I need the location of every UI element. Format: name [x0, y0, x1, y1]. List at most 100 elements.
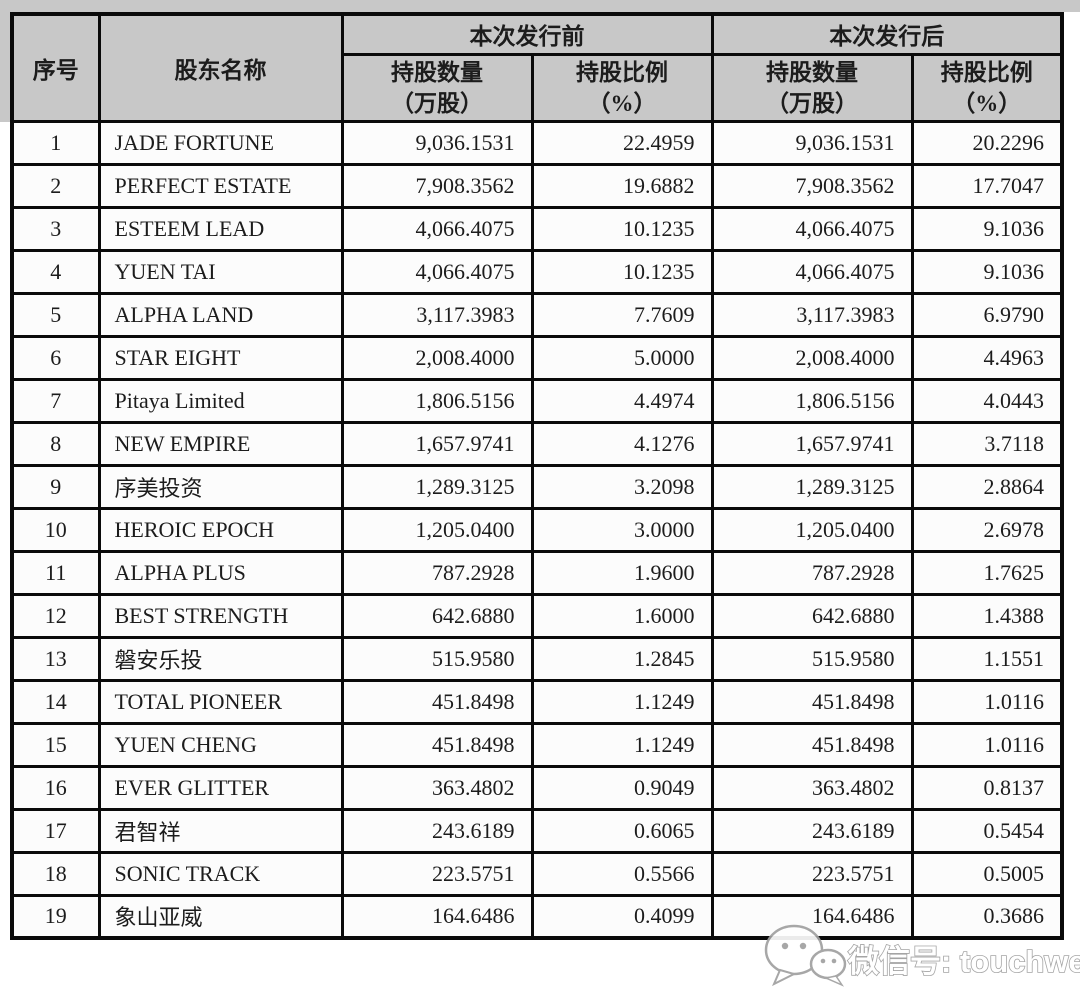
after-shares-cell: 451.8498 — [710, 678, 914, 725]
before-shares-cell: 451.8498 — [340, 721, 534, 768]
shareholder-name-cell: YUEN CHENG — [97, 721, 344, 768]
before-ratio-cell: 3.0000 — [530, 506, 714, 553]
row-index-cell: 18 — [10, 850, 101, 897]
header-index: 序号 — [10, 12, 101, 123]
after-shares-cell: 515.9580 — [710, 635, 914, 682]
header-after-ratio: 持股比例 （%） — [910, 52, 1064, 123]
before-ratio-cell: 19.6882 — [530, 162, 714, 209]
before-shares-cell: 4,066.4075 — [340, 248, 534, 295]
after-ratio-cell: 17.7047 — [910, 162, 1064, 209]
row-index-cell: 15 — [10, 721, 101, 768]
row-index-cell: 13 — [10, 635, 101, 682]
before-shares-cell: 4,066.4075 — [340, 205, 534, 252]
table-row: 5 ALPHA LAND 3,117.3983 7.7609 3,117.398… — [10, 291, 1064, 338]
table-row: 6 STAR EIGHT 2,008.4000 5.0000 2,008.400… — [10, 334, 1064, 381]
before-shares-cell: 642.6880 — [340, 592, 534, 639]
row-index-cell: 17 — [10, 807, 101, 854]
before-ratio-cell: 7.7609 — [530, 291, 714, 338]
row-index-cell: 16 — [10, 764, 101, 811]
before-shares-cell: 164.6486 — [340, 893, 534, 940]
row-index-cell: 7 — [10, 377, 101, 424]
before-shares-cell: 1,289.3125 — [340, 463, 534, 510]
header-after-ratio-line2: （%） — [952, 90, 1022, 116]
after-ratio-cell: 1.4388 — [910, 592, 1064, 639]
table-row: 17 君智祥 243.6189 0.6065 243.6189 0.5454 — [10, 807, 1064, 854]
before-shares-cell: 3,117.3983 — [340, 291, 534, 338]
after-ratio-cell: 2.6978 — [910, 506, 1064, 553]
after-shares-cell: 7,908.3562 — [710, 162, 914, 209]
before-ratio-cell: 1.6000 — [530, 592, 714, 639]
after-shares-cell: 164.6486 — [710, 893, 914, 940]
before-shares-cell: 451.8498 — [340, 678, 534, 725]
table-row: 7 Pitaya Limited 1,806.5156 4.4974 1,806… — [10, 377, 1064, 424]
top-margin-strip — [0, 0, 1080, 12]
table-body: 1 JADE FORTUNE 9,036.1531 22.4959 9,036.… — [10, 119, 1064, 940]
before-ratio-cell: 5.0000 — [530, 334, 714, 381]
header-before-ratio: 持股比例 （%） — [530, 52, 714, 123]
header-group-after: 本次发行后 — [710, 12, 1064, 56]
header-after-shares-line1: 持股数量 — [766, 59, 858, 85]
after-ratio-cell: 2.8864 — [910, 463, 1064, 510]
shareholder-name-cell: ALPHA LAND — [97, 291, 344, 338]
after-ratio-cell: 1.1551 — [910, 635, 1064, 682]
table-row: 18 SONIC TRACK 223.5751 0.5566 223.5751 … — [10, 850, 1064, 897]
shareholder-name-cell: 象山亚威 — [97, 893, 344, 940]
table-header: 序号 股东名称 本次发行前 本次发行后 持股数量 （万股） 持股比例 （%） 持… — [10, 12, 1064, 123]
after-shares-cell: 243.6189 — [710, 807, 914, 854]
shareholder-name-cell: TOTAL PIONEER — [97, 678, 344, 725]
shareholder-name-cell: HEROIC EPOCH — [97, 506, 344, 553]
row-index-cell: 11 — [10, 549, 101, 596]
after-ratio-cell: 9.1036 — [910, 205, 1064, 252]
after-shares-cell: 1,657.9741 — [710, 420, 914, 467]
table-row: 13 磐安乐投 515.9580 1.2845 515.9580 1.1551 — [10, 635, 1064, 682]
shareholders-table: 序号 股东名称 本次发行前 本次发行后 持股数量 （万股） 持股比例 （%） 持… — [10, 12, 1064, 940]
before-shares-cell: 787.2928 — [340, 549, 534, 596]
after-shares-cell: 4,066.4075 — [710, 248, 914, 295]
row-index-cell: 8 — [10, 420, 101, 467]
before-shares-cell: 363.4802 — [340, 764, 534, 811]
header-after-shares-line2: （万股） — [766, 90, 858, 116]
shareholder-name-cell: STAR EIGHT — [97, 334, 344, 381]
shareholder-name-cell: 磐安乐投 — [97, 635, 344, 682]
after-ratio-cell: 0.5454 — [910, 807, 1064, 854]
before-shares-cell: 9,036.1531 — [340, 119, 534, 166]
after-shares-cell: 642.6880 — [710, 592, 914, 639]
after-ratio-cell: 4.0443 — [910, 377, 1064, 424]
before-shares-cell: 2,008.4000 — [340, 334, 534, 381]
shareholder-name-cell: JADE FORTUNE — [97, 119, 344, 166]
table-row: 15 YUEN CHENG 451.8498 1.1249 451.8498 1… — [10, 721, 1064, 768]
shareholder-name-cell: YUEN TAI — [97, 248, 344, 295]
row-index-cell: 2 — [10, 162, 101, 209]
row-index-cell: 1 — [10, 119, 101, 166]
table-row: 4 YUEN TAI 4,066.4075 10.1235 4,066.4075… — [10, 248, 1064, 295]
after-shares-cell: 1,205.0400 — [710, 506, 914, 553]
table-row: 8 NEW EMPIRE 1,657.9741 4.1276 1,657.974… — [10, 420, 1064, 467]
before-ratio-cell: 1.1249 — [530, 678, 714, 725]
after-ratio-cell: 4.4963 — [910, 334, 1064, 381]
table-row: 1 JADE FORTUNE 9,036.1531 22.4959 9,036.… — [10, 119, 1064, 166]
row-index-cell: 12 — [10, 592, 101, 639]
table-row: 12 BEST STRENGTH 642.6880 1.6000 642.688… — [10, 592, 1064, 639]
shareholder-name-cell: BEST STRENGTH — [97, 592, 344, 639]
before-shares-cell: 1,806.5156 — [340, 377, 534, 424]
header-before-shares: 持股数量 （万股） — [340, 52, 534, 123]
row-index-cell: 19 — [10, 893, 101, 940]
after-ratio-cell: 0.8137 — [910, 764, 1064, 811]
header-before-ratio-line2: （%） — [587, 90, 657, 116]
after-ratio-cell: 1.0116 — [910, 678, 1064, 725]
shareholder-name-cell: ESTEEM LEAD — [97, 205, 344, 252]
shareholder-name-cell: ALPHA PLUS — [97, 549, 344, 596]
after-ratio-cell: 20.2296 — [910, 119, 1064, 166]
header-after-ratio-line1: 持股比例 — [940, 59, 1033, 85]
after-shares-cell: 363.4802 — [710, 764, 914, 811]
table-row: 9 序美投资 1,289.3125 3.2098 1,289.3125 2.88… — [10, 463, 1064, 510]
header-after-shares: 持股数量 （万股） — [710, 52, 914, 123]
before-ratio-cell: 0.5566 — [530, 850, 714, 897]
table-row: 3 ESTEEM LEAD 4,066.4075 10.1235 4,066.4… — [10, 205, 1064, 252]
before-ratio-cell: 0.9049 — [530, 764, 714, 811]
before-ratio-cell: 1.1249 — [530, 721, 714, 768]
after-shares-cell: 3,117.3983 — [710, 291, 914, 338]
after-shares-cell: 4,066.4075 — [710, 205, 914, 252]
before-shares-cell: 243.6189 — [340, 807, 534, 854]
after-shares-cell: 787.2928 — [710, 549, 914, 596]
